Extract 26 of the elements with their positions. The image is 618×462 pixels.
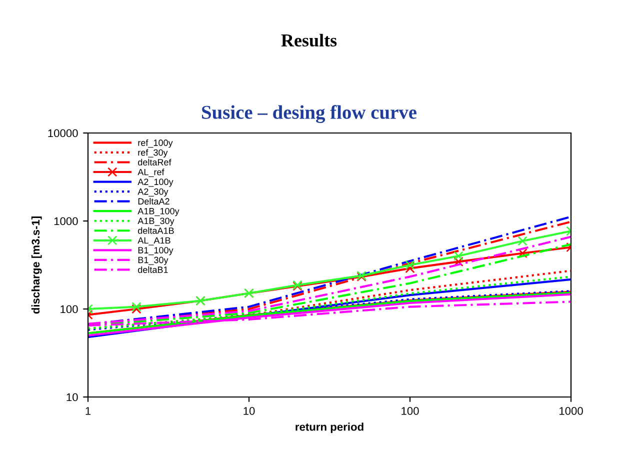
x-axis-title: return period (296, 422, 364, 433)
x-tick-label: 100 (402, 407, 419, 415)
legend-label: deltaB1 (138, 266, 168, 273)
legend-label: A2_30y (138, 188, 168, 197)
y-axis-title: discharge [m3.s-1] (31, 216, 42, 314)
legend-label: ref_100y (138, 139, 173, 148)
legend-label: B1_100y (138, 247, 174, 256)
chart-title: Results (281, 34, 337, 47)
legend-label: AL_A1B (138, 237, 170, 246)
y-tick-label: 10 (66, 393, 78, 402)
legend-label: deltaRef (138, 158, 172, 166)
legend-label: A1B_30y (138, 218, 174, 226)
legend-label: B1_30y (138, 256, 168, 265)
y-tick-label: 1000 (54, 217, 78, 226)
x-tick-label: 1 (86, 407, 91, 415)
legend-label: deltaA1B (138, 227, 174, 234)
legend-label: A2_100y (138, 178, 174, 187)
legend-label: AL_ref (138, 168, 164, 177)
chart-subtitle: Susice – desing flow curve (202, 105, 417, 123)
x-tick-label: 1000 (559, 407, 583, 415)
y-tick-label: 10000 (48, 129, 78, 138)
x-tick-label: 10 (244, 407, 255, 415)
legend-label: ref_30y (138, 149, 168, 158)
legend-label: A1B_100y (138, 208, 180, 216)
legend-label: DeltaA2 (138, 198, 170, 205)
y-tick-label: 100 (60, 305, 78, 314)
